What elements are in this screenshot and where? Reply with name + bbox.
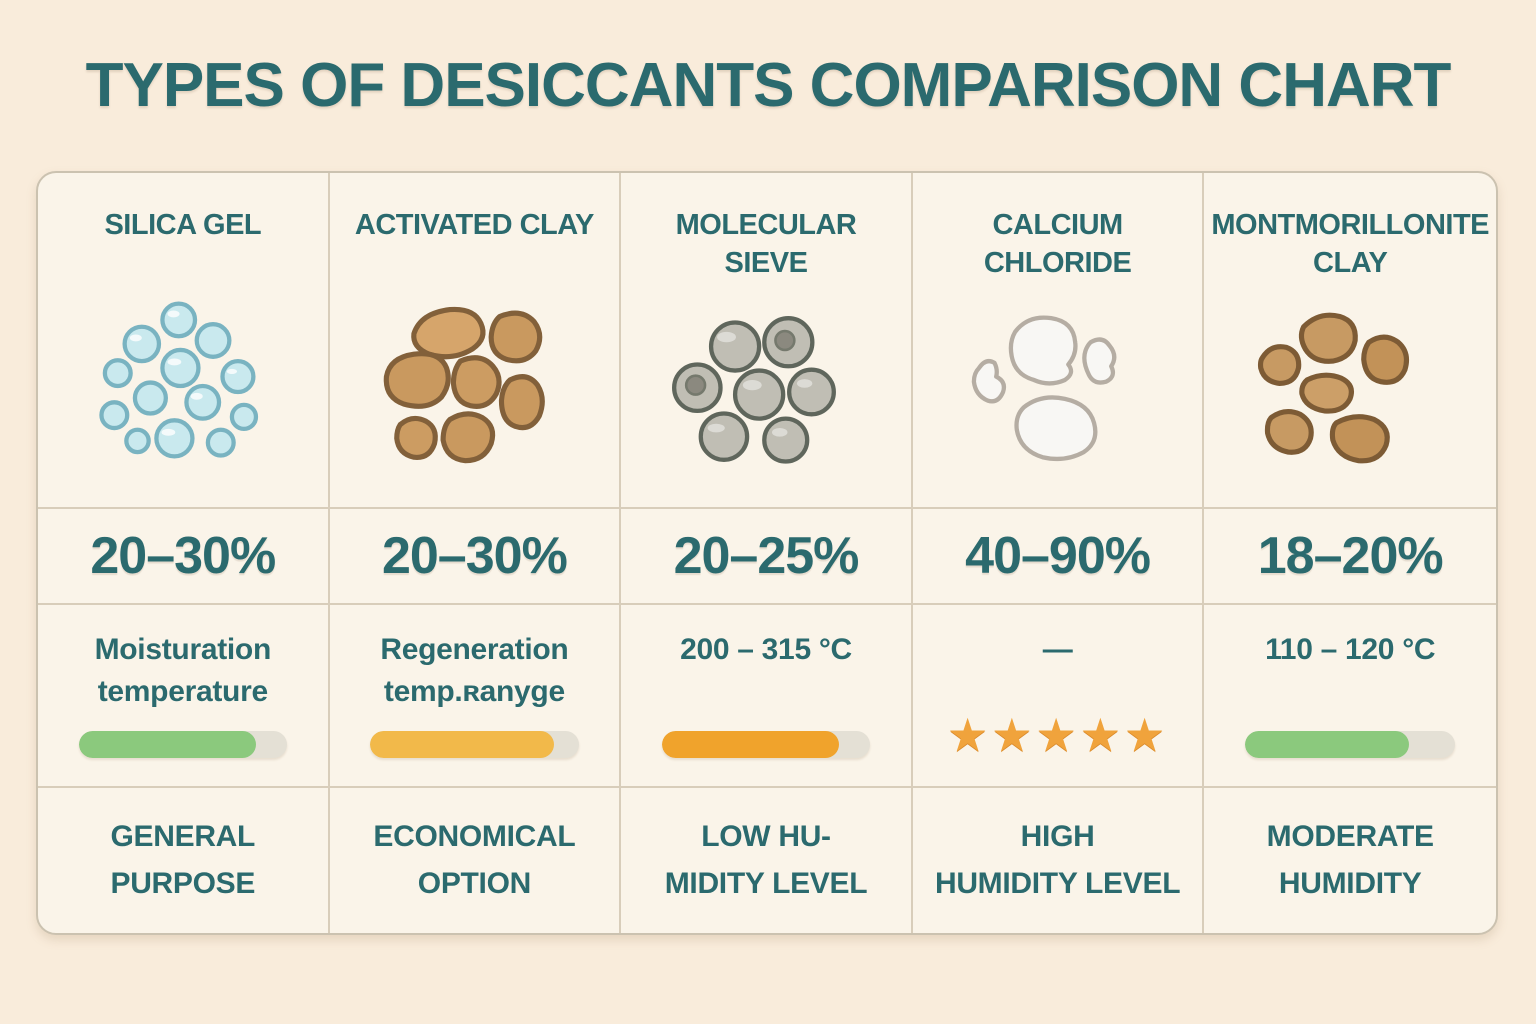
icon-wrap [371,291,577,507]
silica-gel-icon [99,301,258,459]
indicator-bar-track [78,731,288,758]
indicator-bar-fill [370,731,554,758]
absorption-value: 40–90% [965,527,1151,585]
temperature-label: 200 – 315 °C [680,633,852,666]
indicator-bar-track [370,731,579,758]
indicator-bar-track [661,731,871,758]
purpose-label: LOW HU- MIDITY LEVEL [664,820,868,900]
absorption-value: 18–20% [1257,527,1444,585]
purpose-label: HIGH HUMIDITY LEVEL [934,820,1181,900]
temperature-label: — [1042,633,1073,666]
purpose-cell: MODERATE HUMIDITY [1204,788,1496,933]
icon-wrap [663,291,869,507]
temperature-cell: Regeneration temp.ʀanyge [329,605,622,788]
purpose-cell: HIGH HUMIDITY LEVEL [913,788,1205,933]
column-title: ACTIVATED CLAY [354,209,594,241]
calcium-chloride-icon [971,315,1116,462]
icon-wrap [955,291,1161,507]
absorption-cell: 20–30% [329,509,622,605]
indicator-bar-fill [661,731,839,758]
temperature-cell: Moisturation temperature [38,605,330,788]
absorption-cell: 40–90% [912,509,1205,605]
temperature-label: Regeneration temp.ʀanyge [380,633,569,708]
temperature-label: 110 – 120 °C [1265,633,1436,666]
absorption-value: 20–30% [381,527,568,585]
purpose-label: ECONOMICAL OPTION [373,820,576,900]
column-header-calcium-chloride: CALCIUM CHLORIDE [912,173,1205,509]
purpose-cell: ECONOMICAL OPTION [330,788,622,933]
activated-clay-icon [384,306,546,464]
column-header-silica-gel: SILICA GEL [38,173,330,509]
temperature-cell: — ★★★★★ [912,605,1205,788]
column-title: MONTMORILLONITE CLAY [1211,209,1490,279]
purpose-cell: LOW HU- MIDITY LEVEL [621,788,913,933]
purpose-label: MODERATE HUMIDITY [1266,820,1434,900]
temperature-cell: 200 – 315 °C [621,605,913,788]
page-title: TYPES OF DESICCANTS COMPARISON CHART [85,51,1452,120]
column-title: SILICA GEL [104,209,262,241]
indicator-bar-fill [78,731,256,758]
temperature-label: Moisturation temperature [94,633,272,708]
montmorillonite-clay-icon [1258,312,1410,464]
molecular-sieve-icon [671,316,836,464]
column-header-molecular-sieve: MOLECULAR SIEVE [621,173,913,509]
icon-wrap [80,291,286,507]
absorption-value: 20–25% [673,527,860,585]
icon-wrap [1247,291,1453,507]
column-header-activated-clay: ACTIVATED CLAY [329,173,622,509]
purpose-cell: GENERAL PURPOSE [38,788,330,933]
column-title: CALCIUM CHLORIDE [983,209,1132,279]
absorption-cell: 20–25% [621,509,913,605]
purpose-label: GENERAL PURPOSE [110,820,256,900]
absorption-cell: 20–30% [38,509,330,605]
column-header-montmorillonite-clay: MONTMORILLONITE CLAY [1204,173,1496,509]
indicator-bar-track [1245,731,1456,758]
indicator-bar-fill [1245,731,1409,758]
absorption-value: 20–30% [90,527,276,585]
temperature-cell: 110 – 120 °C [1204,605,1496,788]
comparison-table: SILICA GEL [36,171,1498,935]
absorption-cell: 18–20% [1204,509,1496,605]
star-rating: ★★★★★ [946,708,1169,762]
column-title: MOLECULAR SIEVE [675,209,857,279]
